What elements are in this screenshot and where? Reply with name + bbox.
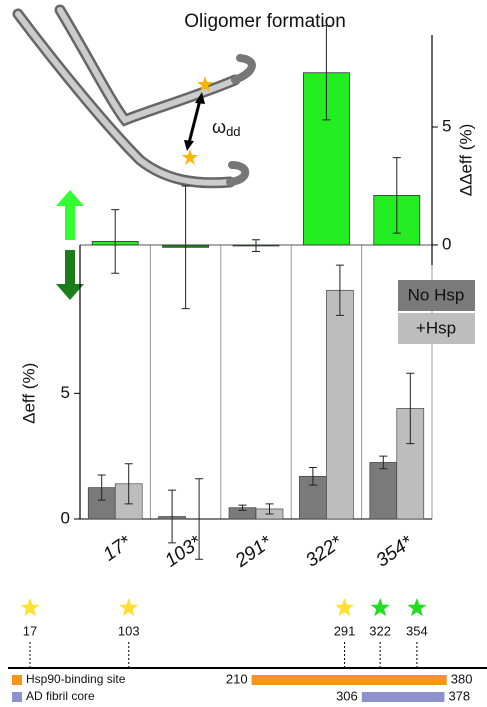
region-end: 378 xyxy=(448,688,470,703)
site-star xyxy=(119,598,138,616)
x-tick-label: 17* xyxy=(100,532,136,566)
x-tick-label: 354* xyxy=(372,532,417,572)
legend-label: No Hsp xyxy=(408,285,465,304)
region-start: 210 xyxy=(226,671,248,686)
site-star xyxy=(371,598,390,616)
x-tick-label: 322* xyxy=(302,532,347,572)
bar xyxy=(326,290,353,519)
region-name: Hsp90-binding site xyxy=(26,672,126,686)
site-label: 291 xyxy=(334,623,356,638)
site-star xyxy=(21,598,40,616)
site-label: 103 xyxy=(118,623,140,638)
y-tick-label: 0 xyxy=(61,508,70,527)
region-start: 306 xyxy=(336,688,358,703)
region-end: 380 xyxy=(451,671,473,686)
x-tick-label: 291* xyxy=(231,532,276,573)
site-star xyxy=(335,598,354,616)
site-label: 322 xyxy=(369,623,391,638)
y-tick-label: 0 xyxy=(442,234,451,253)
site-label: 17 xyxy=(23,623,37,638)
y-tick-label: 5 xyxy=(442,116,451,135)
y-tick-label: 5 xyxy=(61,383,70,402)
legend-label: +Hsp xyxy=(416,318,456,337)
chart-title: Oligomer formation xyxy=(184,11,346,32)
site-star xyxy=(407,598,426,616)
y-axis-label: ΔΔeff (%) xyxy=(456,124,475,196)
region-bar xyxy=(252,675,447,685)
bar xyxy=(370,462,397,519)
site-label: 354 xyxy=(406,623,428,638)
region-swatch xyxy=(12,675,22,685)
distance-symbol: ω xyxy=(212,117,226,137)
figure: ωdd Oligomer formation 0 5 ΔΔeff (%) 0 5 Δeff… xyxy=(0,0,487,707)
protein-illustration xyxy=(18,10,252,183)
region-bar xyxy=(362,692,445,702)
region-swatch xyxy=(12,692,22,702)
region-name: AD fibril core xyxy=(26,689,95,703)
distance-subscript: dd xyxy=(226,124,240,139)
distance-label: ωdd xyxy=(212,117,241,140)
y-axis-label: Δeff (%) xyxy=(19,363,38,424)
